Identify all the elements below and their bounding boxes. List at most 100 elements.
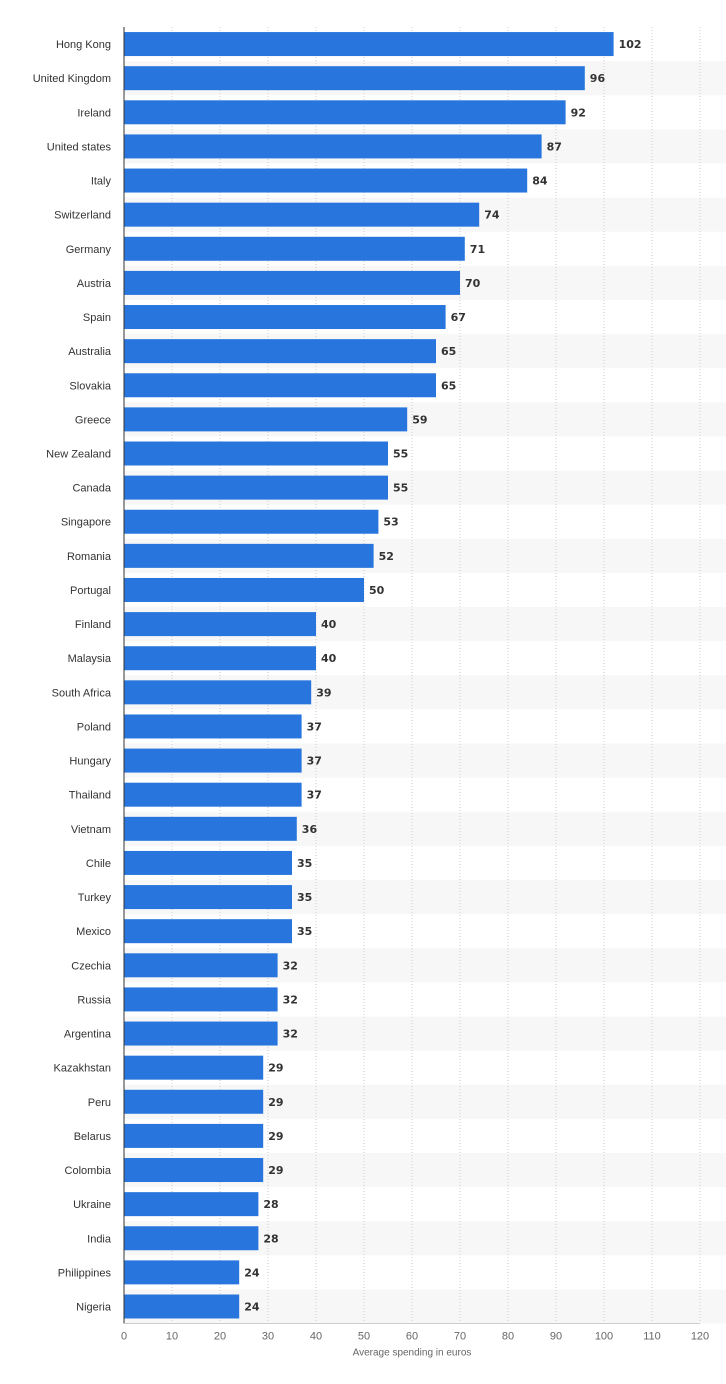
bar[interactable]	[124, 714, 302, 739]
data-label: 74	[484, 209, 500, 222]
data-label: 55	[393, 448, 408, 461]
bar[interactable]	[124, 100, 566, 125]
bar[interactable]	[124, 680, 312, 705]
data-label: 36	[302, 823, 318, 836]
data-label: 28	[263, 1232, 278, 1245]
x-tick-label: 30	[262, 1331, 274, 1343]
category-label: Turkey	[78, 892, 112, 904]
bar[interactable]	[124, 782, 302, 807]
bar[interactable]	[124, 168, 528, 193]
x-tick-label: 60	[406, 1331, 418, 1343]
bar[interactable]	[124, 407, 408, 432]
category-label: Vietnam	[71, 824, 111, 836]
category-label: Portugal	[70, 585, 111, 597]
data-label: 67	[451, 311, 466, 324]
category-label: Malaysia	[68, 653, 112, 665]
x-tick-label: 100	[595, 1331, 613, 1343]
data-label: 65	[441, 379, 456, 392]
category-label: Austria	[77, 278, 112, 290]
category-label: Spain	[83, 312, 111, 324]
category-label: Argentina	[64, 1029, 112, 1041]
bar[interactable]	[124, 919, 292, 944]
bar[interactable]	[124, 987, 278, 1012]
bar[interactable]	[124, 1294, 240, 1319]
bar[interactable]	[124, 1226, 259, 1251]
bar[interactable]	[124, 543, 374, 568]
category-label: Finland	[75, 619, 111, 631]
x-tick-label: 10	[166, 1331, 178, 1343]
data-label: 39	[316, 686, 331, 699]
category-label: Romania	[67, 551, 112, 563]
bar[interactable]	[124, 1055, 264, 1080]
bar[interactable]	[124, 305, 446, 330]
x-tick-label: 0	[121, 1331, 127, 1343]
data-label: 24	[244, 1266, 260, 1279]
bar[interactable]	[124, 441, 388, 466]
bar[interactable]	[124, 612, 316, 637]
bar[interactable]	[124, 1089, 264, 1114]
bar[interactable]	[124, 850, 292, 875]
data-label: 29	[268, 1096, 283, 1109]
bar[interactable]	[124, 339, 436, 364]
data-label: 29	[268, 1164, 283, 1177]
category-label: Chile	[86, 858, 111, 870]
x-tick-label: 40	[310, 1331, 322, 1343]
data-label: 40	[321, 652, 337, 665]
data-label: 70	[465, 277, 481, 290]
x-tick-label: 50	[358, 1331, 370, 1343]
data-label: 102	[619, 38, 642, 51]
bar[interactable]	[124, 32, 614, 57]
data-label: 92	[571, 106, 586, 119]
bar[interactable]	[124, 577, 364, 602]
category-label: Greece	[75, 414, 111, 426]
category-label: Colombia	[65, 1165, 112, 1177]
axes: 0 10 20 30 40 50 60 70 80 90 100 110 120	[121, 27, 709, 1343]
category-label: Thailand	[69, 790, 111, 802]
data-label: 96	[590, 72, 606, 85]
bar[interactable]	[124, 270, 460, 295]
category-label: Russia	[77, 994, 112, 1006]
x-tick-label: 120	[691, 1331, 709, 1343]
data-label: 32	[283, 1028, 298, 1041]
category-label: Hungary	[69, 756, 111, 768]
bar[interactable]	[124, 134, 542, 159]
category-label: Ukraine	[73, 1199, 111, 1211]
bar[interactable]	[124, 646, 316, 671]
data-label: 37	[307, 720, 322, 733]
x-tick-label: 80	[502, 1331, 514, 1343]
category-label: Peru	[88, 1097, 111, 1109]
bar[interactable]	[124, 1123, 264, 1148]
bar[interactable]	[124, 202, 480, 227]
bar[interactable]	[124, 885, 292, 910]
category-label: Switzerland	[54, 210, 111, 222]
bar[interactable]	[124, 1192, 259, 1217]
bar[interactable]	[124, 1021, 278, 1046]
bar[interactable]	[124, 953, 278, 978]
data-label: 35	[297, 925, 312, 938]
category-label: United Kingdom	[33, 73, 111, 85]
data-label: 71	[470, 243, 485, 256]
category-label: Slovakia	[69, 380, 111, 392]
bar[interactable]	[124, 1158, 264, 1183]
bar[interactable]	[124, 66, 585, 91]
bar[interactable]	[124, 509, 379, 534]
bar[interactable]	[124, 748, 302, 773]
data-label: 32	[283, 993, 298, 1006]
bar[interactable]	[124, 475, 388, 500]
bar[interactable]	[124, 236, 465, 261]
data-label: 65	[441, 345, 456, 358]
x-axis-title: Average spending in euros	[353, 1348, 472, 1359]
bar[interactable]	[124, 816, 297, 841]
category-label: Australia	[68, 346, 112, 358]
category-label: Belarus	[74, 1131, 112, 1143]
category-label: Nigeria	[76, 1302, 112, 1314]
category-label: India	[87, 1233, 112, 1245]
bar[interactable]	[124, 373, 436, 398]
x-tick-label: 90	[550, 1331, 562, 1343]
data-label: 28	[263, 1198, 278, 1211]
bars	[124, 32, 614, 1319]
bar[interactable]	[124, 1260, 240, 1285]
category-label: Poland	[77, 721, 111, 733]
